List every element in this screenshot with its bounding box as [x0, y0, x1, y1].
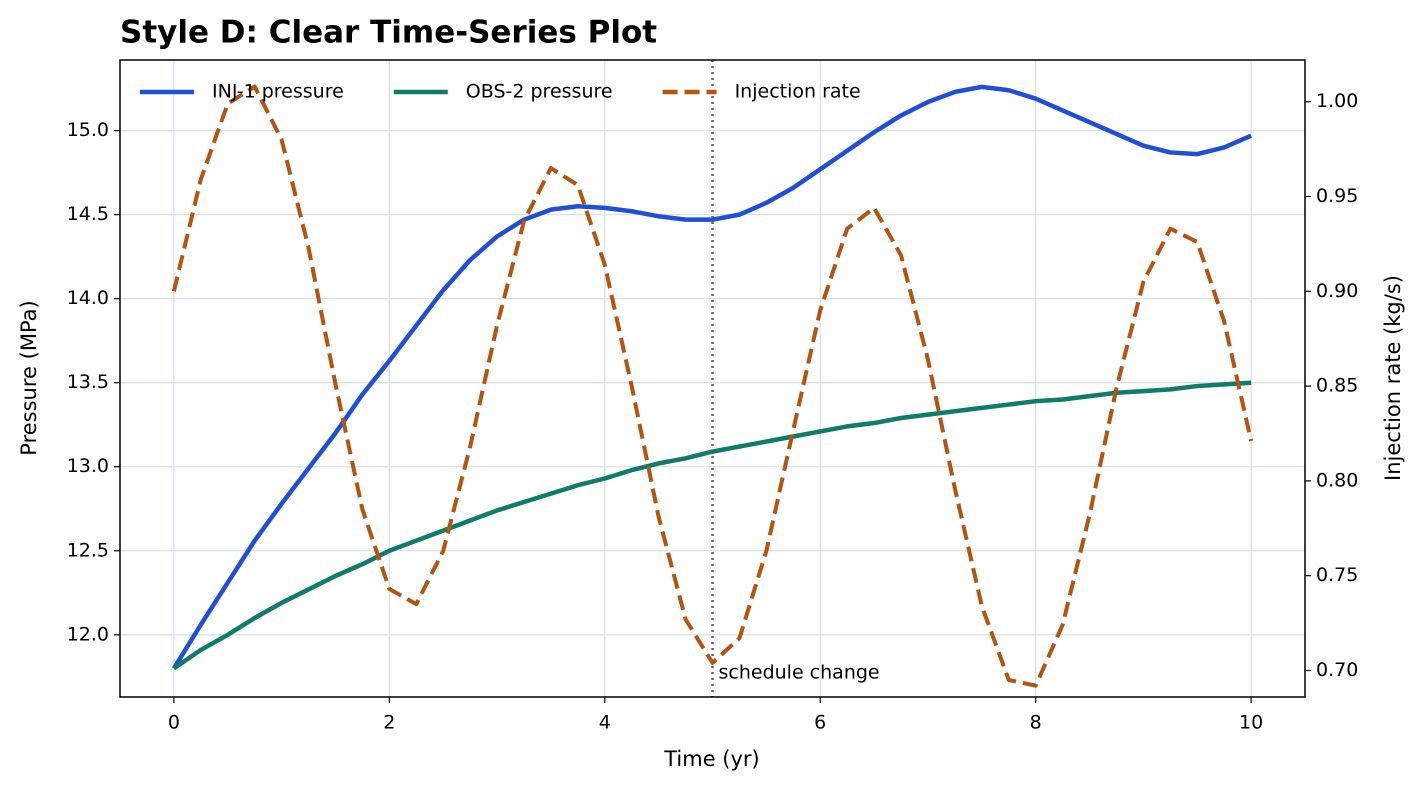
y2-tick-label: 0.95 [1316, 185, 1358, 207]
x-axis-label: Time (yr) [663, 747, 760, 771]
x-tick-label: 0 [168, 712, 180, 734]
y2-tick-label: 0.90 [1316, 280, 1358, 302]
x-tick-label: 8 [1030, 712, 1042, 734]
y2-tick-label: 0.80 [1316, 469, 1358, 491]
y2-tick-label: 1.00 [1316, 90, 1358, 112]
chart-title: Style D: Clear Time-Series Plot [120, 15, 657, 51]
y-tick-label: 15.0 [67, 119, 109, 141]
y-tick-label: 12.5 [67, 539, 109, 561]
y2-tick-label: 0.85 [1316, 375, 1358, 397]
y-axis-label: Pressure (MPa) [17, 300, 41, 455]
y-tick-label: 12.0 [67, 623, 109, 645]
plot-frame [119, 59, 1306, 698]
x-tick-label: 2 [383, 712, 395, 734]
series-line [171, 84, 1254, 688]
annotation-text: schedule change [719, 662, 880, 684]
x-tick-label: 4 [599, 712, 611, 734]
y-tick-label: 13.5 [67, 371, 109, 393]
y-tick-label: 14.5 [67, 203, 109, 225]
legend-label: Injection rate [735, 81, 861, 103]
y2-tick-label: 0.70 [1316, 659, 1358, 681]
legend-label: INJ-1 pressure [212, 81, 344, 103]
y2-axis-label: Injection rate (kg/s) [1381, 275, 1405, 481]
y-tick-label: 13.0 [67, 455, 109, 477]
series-line [172, 380, 1252, 671]
x-tick-label: 6 [814, 712, 826, 734]
x-tick-label: 10 [1239, 712, 1263, 734]
legend-label: OBS-2 pressure [466, 81, 613, 103]
series-line [171, 84, 1253, 670]
y-tick-label: 14.0 [67, 287, 109, 309]
y2-tick-label: 0.75 [1316, 564, 1358, 586]
